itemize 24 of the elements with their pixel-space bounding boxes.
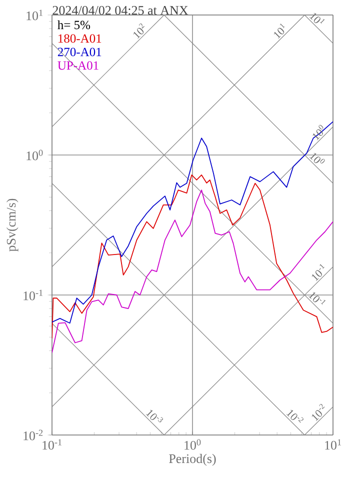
annotation: 10$^{0}$: [312, 124, 324, 140]
annotation: 10$^{1}$: [274, 24, 285, 39]
x-tick-label: 10$^{-1}$: [42, 439, 62, 450]
y-tick-label: 10$^{0}$: [26, 150, 43, 160]
x-tick-label: 10$^{1}$: [325, 439, 341, 450]
y-axis-title: pSv(cm/s): [6, 198, 18, 252]
annotation: 10$^{-1}$: [308, 292, 326, 305]
x-tick-label: 10$^{0}$: [184, 439, 201, 450]
annotation: 10$^{2}$: [133, 23, 144, 39]
y-tick-label: 10$^{1}$: [26, 10, 43, 20]
text: UP-A01: [58, 61, 98, 70]
annotation: 10$^{1}$: [309, 12, 325, 24]
chart-title: 2024/04/02 04:25 at ANX: [52, 6, 188, 15]
annotation: 10$^{-2}$: [312, 404, 325, 422]
x-axis-title: Period(s): [169, 454, 216, 466]
annotation: h= 5%: [58, 20, 90, 30]
text: 180-A01: [58, 34, 102, 43]
annotation: 10$^{-2}$: [286, 410, 304, 423]
y-tick-label: 10$^{-1}$: [24, 290, 43, 300]
annotation: 10$^{-3}$: [146, 410, 164, 422]
annotation: 10$^{0}$: [309, 152, 325, 164]
annotation: 10$^{-1}$: [312, 264, 325, 282]
y-tick-label: 10$^{-2}$: [24, 430, 43, 440]
text: 270-A01: [58, 48, 102, 56]
